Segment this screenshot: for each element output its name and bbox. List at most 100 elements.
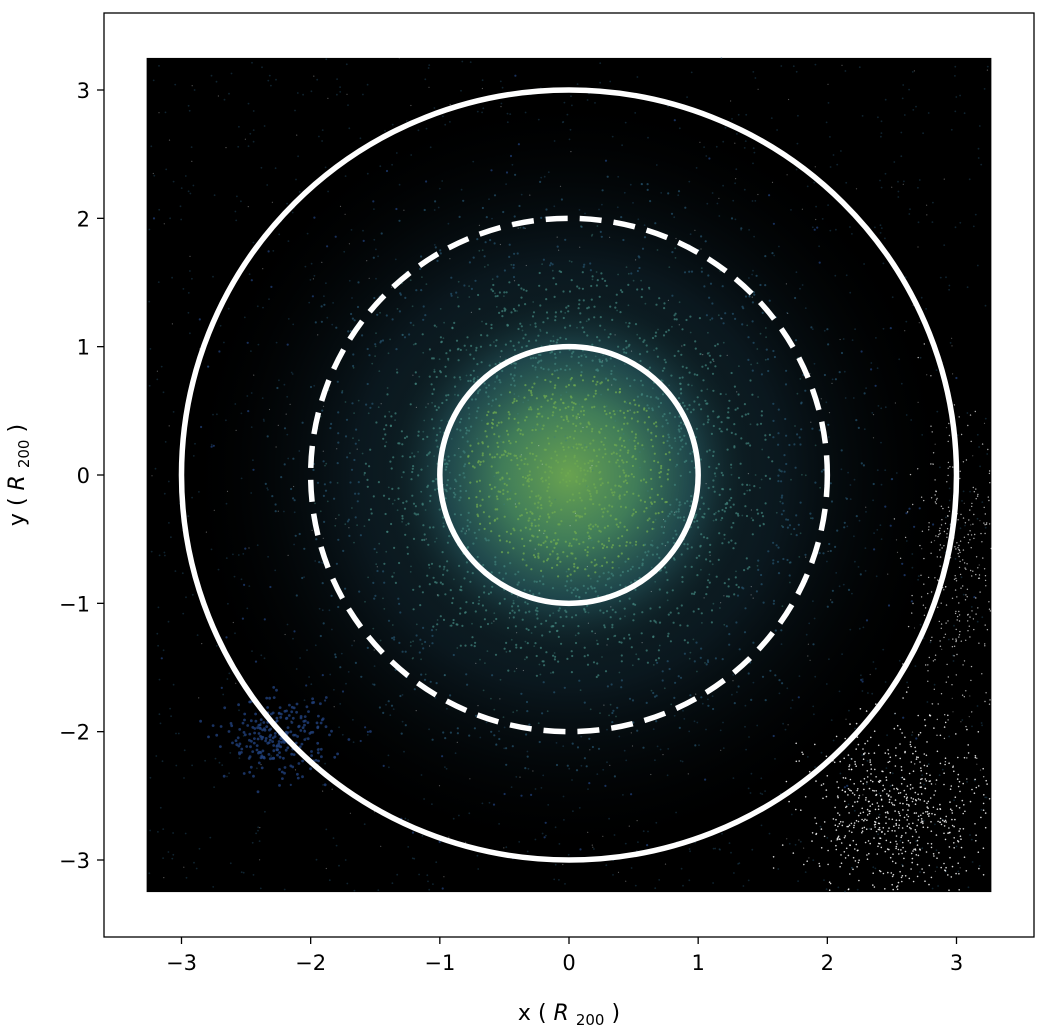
scatter-point: [538, 360, 541, 363]
scatter-point: [547, 513, 550, 516]
scatter-point: [441, 419, 443, 422]
scatter-point: [189, 332, 191, 335]
scatter-point: [899, 557, 902, 559]
scatter-point: [933, 688, 935, 690]
scatter-point: [740, 228, 742, 231]
scatter-point: [935, 535, 937, 537]
scatter-point: [814, 817, 816, 819]
scatter-point: [536, 617, 539, 620]
scatter-point: [805, 633, 808, 636]
scatter-point: [618, 544, 621, 547]
scatter-point: [447, 359, 450, 362]
scatter-point: [524, 767, 527, 770]
scatter-point: [627, 474, 630, 478]
scatter-point: [971, 861, 974, 863]
scatter-point: [443, 565, 446, 568]
scatter-point: [850, 867, 853, 869]
scatter-point: [610, 546, 614, 549]
scatter-point: [542, 583, 545, 586]
scatter-point: [365, 403, 368, 406]
scatter-point: [483, 618, 486, 621]
scatter-point: [649, 396, 653, 399]
scatter-point: [404, 533, 407, 536]
scatter-point: [700, 389, 703, 392]
scatter-point: [910, 797, 913, 799]
scatter-point: [976, 620, 979, 623]
scatter-point: [845, 806, 847, 809]
scatter-point: [788, 800, 790, 803]
scatter-point: [891, 478, 894, 480]
scatter-point: [545, 311, 549, 314]
scatter-point: [524, 508, 527, 511]
scatter-point: [547, 486, 550, 489]
scatter-point: [496, 508, 499, 511]
scatter-point: [694, 229, 696, 231]
scatter-point: [698, 554, 701, 557]
scatter-point: [948, 434, 951, 437]
scatter-point: [772, 734, 775, 738]
scatter-point: [981, 616, 984, 619]
scatter-point: [785, 369, 788, 372]
scatter-point: [529, 452, 532, 455]
scatter-point: [391, 318, 394, 321]
scatter-point: [721, 832, 723, 835]
scatter-point: [593, 558, 597, 561]
scatter-point: [768, 194, 771, 197]
scatter-point: [536, 535, 539, 539]
scatter-point: [172, 411, 175, 413]
scatter-point: [668, 451, 671, 454]
scatter-point: [393, 572, 395, 574]
scatter-point: [524, 640, 527, 643]
scatter-point: [874, 384, 877, 387]
scatter-point: [911, 594, 913, 597]
scatter-point: [845, 274, 848, 277]
scatter-point: [502, 210, 505, 214]
scatter-point: [888, 801, 891, 803]
scatter-point: [667, 192, 670, 195]
scatter-point: [973, 792, 976, 794]
scatter-point: [414, 342, 417, 345]
scatter-point: [877, 833, 880, 835]
scatter-point: [572, 499, 575, 502]
scatter-point: [335, 562, 338, 565]
scatter-point: [921, 434, 924, 436]
scatter-point: [833, 761, 836, 764]
scatter-point: [613, 413, 616, 416]
scatter-point: [923, 583, 925, 585]
scatter-point: [966, 596, 968, 598]
scatter-point: [412, 374, 414, 376]
scatter-point: [561, 121, 564, 124]
scatter-point: [160, 657, 163, 660]
scatter-point: [983, 568, 986, 570]
scatter-point: [704, 364, 707, 367]
center-density-glow: [375, 282, 763, 668]
scatter-point: [910, 868, 912, 870]
scatter-point: [270, 84, 272, 87]
scatter-point: [955, 638, 957, 640]
scatter-point: [587, 394, 590, 397]
scatter-point: [514, 440, 518, 443]
scatter-point: [537, 543, 540, 546]
scatter-point: [336, 462, 339, 465]
scatter-point: [640, 295, 643, 299]
scatter-point: [552, 411, 555, 414]
scatter-point: [744, 725, 746, 728]
scatter-point: [346, 520, 349, 523]
scatter-point: [951, 646, 954, 648]
scatter-point: [299, 657, 301, 659]
scatter-point: [488, 198, 490, 201]
scatter-point: [777, 432, 780, 435]
scatter-point: [571, 742, 574, 745]
scatter-point: [743, 147, 746, 149]
scatter-point: [537, 412, 540, 415]
scatter-point: [654, 518, 657, 521]
scatter-point: [491, 399, 494, 402]
scatter-point: [951, 684, 953, 686]
scatter-point: [446, 569, 449, 572]
scatter-point: [651, 539, 654, 542]
scatter-point: [838, 814, 841, 816]
scatter-point: [857, 788, 859, 790]
scatter-point: [665, 571, 668, 574]
scatter-point: [517, 304, 521, 307]
scatter-point: [938, 530, 941, 532]
